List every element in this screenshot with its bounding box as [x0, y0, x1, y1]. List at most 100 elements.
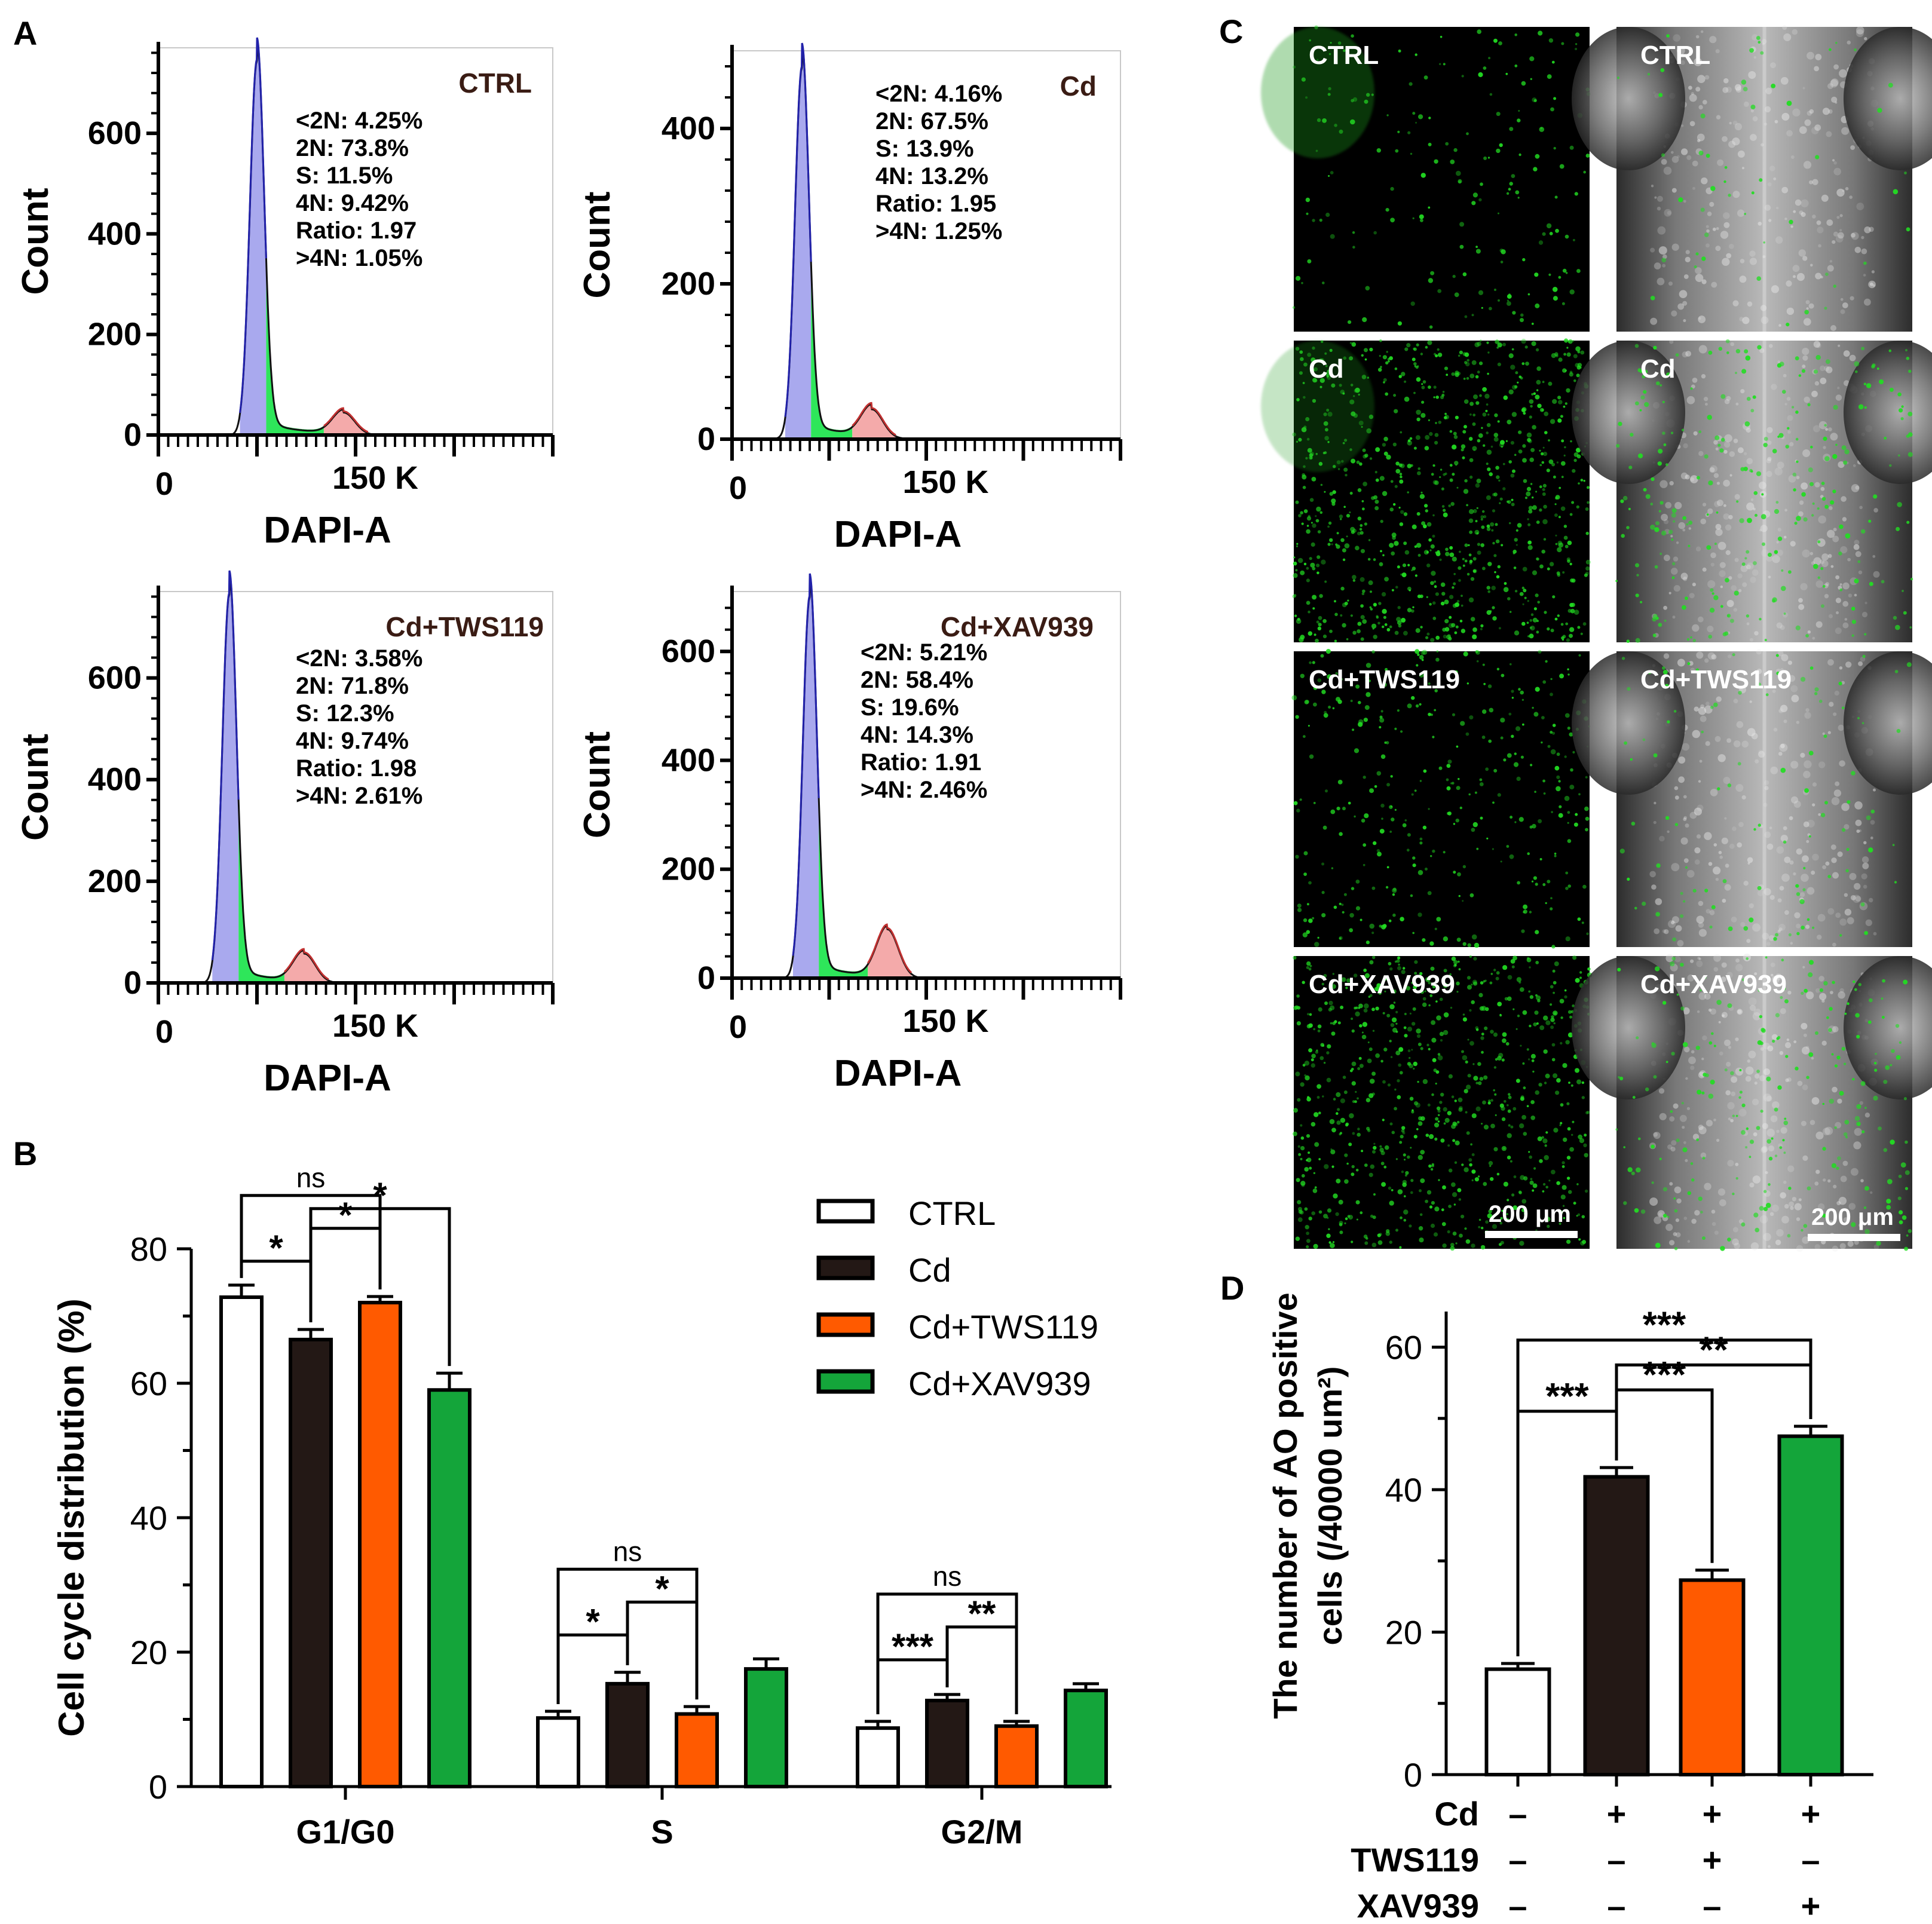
ao-signal-dot	[1584, 1153, 1588, 1158]
ao-signal-dot	[1322, 619, 1327, 623]
ao-signal-dot	[1535, 1229, 1538, 1231]
ao-signal-dot	[1542, 883, 1546, 886]
x-axis-label: DAPI-A	[264, 1058, 391, 1099]
tissue-texture	[1851, 232, 1859, 240]
ao-signal-dot	[1802, 888, 1806, 891]
ao-signal-dot	[1372, 1150, 1376, 1154]
ao-signal-dot	[1340, 1098, 1345, 1104]
ao-signal-dot	[1703, 976, 1707, 979]
tissue-texture	[1701, 1058, 1704, 1061]
stat-line-0: <2N: 5.21%	[861, 639, 987, 666]
ao-signal-dot	[1371, 623, 1377, 629]
ao-signal-dot	[1508, 353, 1514, 359]
ao-signal-dot	[1759, 1015, 1763, 1019]
ao-signal-dot	[1409, 82, 1413, 86]
ao-signal-dot	[1783, 1120, 1789, 1126]
ao-signal-dot	[1522, 723, 1524, 726]
ao-signal-dot	[1636, 574, 1639, 577]
ao-signal-dot	[1535, 154, 1540, 159]
ao-signal-dot	[1432, 736, 1435, 739]
ao-signal-dot	[1655, 1242, 1661, 1248]
ao-signal-dot	[1787, 1234, 1791, 1238]
ao-signal-dot	[1407, 1155, 1410, 1159]
ao-signal-dot	[1530, 78, 1532, 80]
ao-signal-dot	[1443, 983, 1448, 988]
ao-signal-dot	[1521, 586, 1524, 590]
tissue-texture	[1788, 474, 1796, 483]
ao-signal-dot	[1328, 1000, 1333, 1006]
ao-signal-dot	[1585, 776, 1588, 779]
tissue-texture	[1864, 36, 1867, 41]
ao-signal-dot	[1390, 805, 1392, 808]
tissue-texture	[1872, 284, 1875, 287]
ao-signal-dot	[1493, 1066, 1497, 1069]
eye-right	[1844, 651, 1932, 795]
ao-signal-dot	[1388, 961, 1392, 966]
tissue-texture	[1811, 871, 1815, 875]
tissue-texture	[1801, 874, 1809, 882]
significance-label: *	[373, 1175, 387, 1215]
ao-signal-dot	[1444, 472, 1447, 476]
ao-signal-dot	[1332, 973, 1334, 975]
tissue-texture	[1731, 1076, 1738, 1083]
merged-panel-cd: Cd	[1572, 339, 1932, 643]
tissue-texture	[1796, 476, 1800, 480]
tissue-texture	[1671, 863, 1680, 872]
ao-signal-dot	[1530, 626, 1535, 631]
ao-signal-dot	[1381, 1182, 1386, 1187]
ao-signal-dot	[1416, 377, 1421, 382]
ao-signal-dot	[1897, 1196, 1902, 1200]
ao-signal-dot	[1343, 893, 1347, 896]
ao-signal-dot	[1532, 496, 1534, 499]
ao-signal-dot	[1831, 1053, 1834, 1056]
ao-signal-dot	[1477, 439, 1481, 443]
ao-signal-dot	[1355, 1200, 1360, 1205]
ao-signal-dot	[1354, 815, 1356, 818]
ao-signal-dot	[1351, 1172, 1355, 1177]
ao-signal-dot	[1690, 1162, 1694, 1165]
ao-signal-dot	[1876, 367, 1879, 370]
ao-signal-dot	[1462, 1055, 1468, 1061]
ao-signal-dot	[1472, 634, 1477, 639]
ao-signal-dot	[1465, 1060, 1468, 1064]
ao-signal-dot	[1498, 299, 1500, 302]
ao-signal-dot	[1711, 592, 1714, 595]
tissue-texture	[1802, 256, 1808, 261]
ao-signal-dot	[1519, 1240, 1524, 1246]
ao-signal-dot	[1861, 722, 1864, 724]
ao-signal-dot	[1330, 1149, 1336, 1154]
ao-signal-dot	[1724, 1068, 1728, 1072]
tissue-texture	[1698, 900, 1704, 906]
ao-signal-dot	[1323, 1062, 1326, 1064]
ao-signal-dot	[1468, 553, 1472, 557]
ao-signal-dot	[1449, 546, 1453, 550]
ao-signal-dot	[1542, 232, 1546, 236]
ao-signal-dot	[1355, 1011, 1360, 1017]
ao-signal-dot	[1324, 1164, 1329, 1169]
tissue-texture	[1759, 1075, 1766, 1082]
ao-signal-dot	[1899, 408, 1903, 413]
bar-cd-tws119-s	[675, 1712, 719, 1788]
ao-signal-dot	[1587, 501, 1590, 504]
ao-signal-dot	[1410, 1191, 1413, 1194]
tissue-texture	[1735, 1037, 1739, 1041]
ao-signal-dot	[1421, 658, 1424, 661]
ao-signal-dot	[1354, 748, 1360, 753]
ao-signal-dot	[1444, 1117, 1450, 1123]
stat-line-1: 2N: 58.4%	[861, 667, 973, 693]
ao-signal-dot	[1563, 535, 1568, 540]
ao-signal-dot	[1457, 872, 1461, 877]
ao-signal-dot	[1566, 1239, 1571, 1244]
ao-signal-dot	[1435, 1000, 1438, 1003]
ao-signal-dot	[1775, 1013, 1780, 1018]
ao-signal-dot	[1303, 872, 1308, 876]
ao-signal-dot	[1373, 635, 1377, 639]
ao-signal-dot	[1817, 540, 1821, 544]
tissue-texture	[1662, 264, 1666, 268]
ao-signal-dot	[1623, 1146, 1625, 1148]
ao-signal-dot	[1419, 595, 1423, 598]
ao-signal-dot	[1857, 717, 1860, 719]
ao-signal-dot	[1478, 290, 1484, 295]
ao-signal-dot	[1361, 1034, 1367, 1040]
